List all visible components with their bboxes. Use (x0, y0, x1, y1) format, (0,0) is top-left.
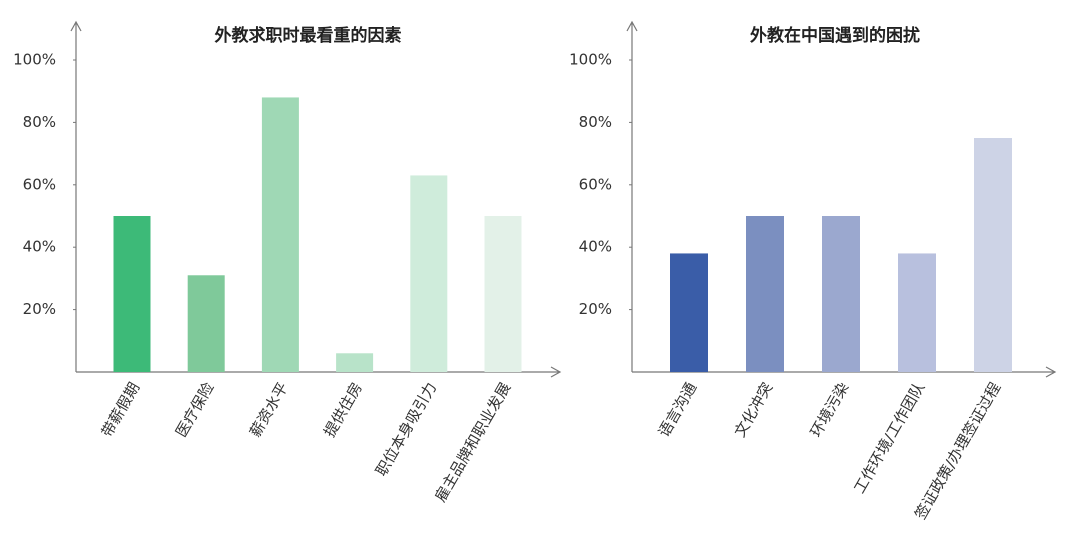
chart-title: 外教在中国遇到的困扰 (750, 25, 920, 46)
x-tick-label: 薪资水平 (246, 379, 292, 440)
bar (336, 353, 374, 372)
x-tick-label: 文化冲突 (731, 379, 777, 440)
y-axis (70, 20, 82, 372)
y-tick-label: 20% (579, 300, 612, 318)
bar (974, 138, 1012, 372)
bar (484, 216, 522, 372)
bar (410, 175, 448, 372)
y-tick-label: 100% (569, 51, 612, 69)
x-tick-label: 雇主品牌和职业发展 (431, 379, 514, 505)
bar (670, 253, 708, 372)
bar (187, 275, 225, 372)
x-axis (76, 366, 562, 378)
y-tick-label: 60% (579, 175, 612, 193)
y-tick-label: 60% (23, 175, 56, 193)
x-tick-label: 工作环境/工作团队 (850, 379, 928, 496)
y-tick-label: 40% (579, 238, 612, 256)
bar (261, 97, 299, 372)
bar (746, 216, 784, 372)
y-tick-label: 80% (579, 113, 612, 131)
y-tick-label: 40% (23, 238, 56, 256)
bar (113, 216, 151, 372)
bar (822, 216, 860, 372)
x-tick-label: 职位本身吸引力 (372, 379, 440, 479)
x-tick-label: 提供住房 (320, 379, 366, 440)
chart-title: 外教求职时最看重的因素 (215, 25, 402, 46)
y-tick-label: 80% (23, 113, 56, 131)
y-axis (626, 20, 638, 372)
x-tick-label: 签证政策/办理签证过程 (911, 379, 1004, 522)
bar (898, 253, 936, 372)
x-tick-label: 医疗保险 (172, 379, 218, 440)
x-tick-label: 环境污染 (807, 379, 853, 440)
y-tick-label: 20% (23, 300, 56, 318)
y-tick-label: 100% (13, 51, 56, 69)
x-tick-label: 语言沟通 (655, 379, 701, 440)
x-tick-label: 带薪假期 (98, 379, 144, 440)
